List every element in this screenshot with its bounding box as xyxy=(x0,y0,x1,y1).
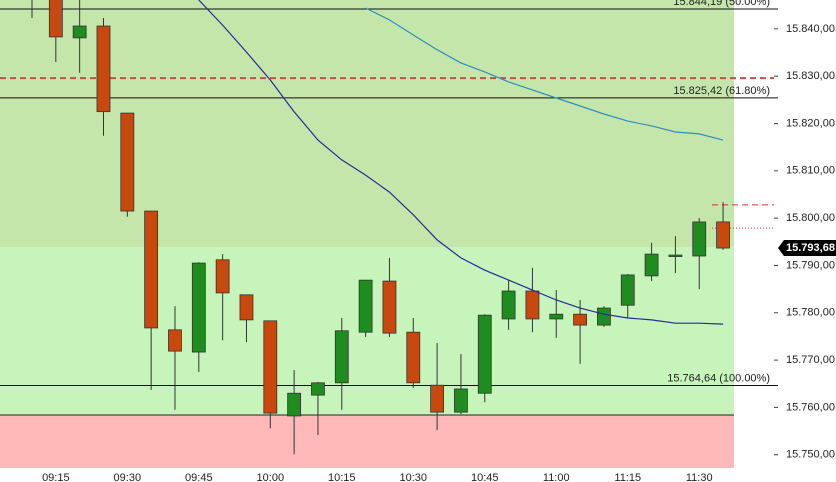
candle-body xyxy=(239,294,254,321)
y-tick-label: 15.830,00 xyxy=(786,70,835,82)
candle-body xyxy=(525,290,540,320)
y-tick-label: 15.780,00 xyxy=(786,307,835,319)
x-axis-background xyxy=(0,468,734,482)
y-tick-label: 15.770,00 xyxy=(786,354,835,366)
candle-body xyxy=(430,384,445,413)
candle-body xyxy=(334,330,349,384)
candle-body xyxy=(573,313,587,326)
y-tick-label: 15.760,00 xyxy=(786,401,835,413)
candle-body xyxy=(48,0,63,38)
candle-body xyxy=(191,262,206,353)
price-tag xyxy=(778,240,836,257)
y-tick-label: 15.820,00 xyxy=(786,117,835,129)
y-tick-label: 15.750,00 xyxy=(786,449,835,461)
level-label: 15.764,64 (100.00%) xyxy=(667,372,770,384)
candle-body xyxy=(668,254,683,257)
candle-body xyxy=(597,307,611,326)
x-tick-label: 10:00 xyxy=(257,472,285,482)
candle-body xyxy=(716,221,730,249)
x-tick-label: 09:30 xyxy=(114,472,142,482)
candle-body xyxy=(477,314,492,394)
candle-body xyxy=(454,388,468,413)
y-tick-label: 15.800,00 xyxy=(786,212,835,224)
y-tick-label: 15.840,00 xyxy=(786,23,835,35)
candle-body xyxy=(72,25,87,39)
y-tick-label: 15.790,00 xyxy=(786,259,835,271)
level-label: 15.844,19 (50.00%) xyxy=(673,0,770,8)
candle-body xyxy=(287,392,302,417)
candle-body xyxy=(406,331,421,384)
candle-body xyxy=(263,320,278,414)
x-tick-label: 11:15 xyxy=(614,472,641,482)
candle-body xyxy=(382,280,397,334)
candle-body xyxy=(358,279,373,333)
moving-average xyxy=(198,0,724,325)
candle-body xyxy=(549,313,564,320)
x-tick-label: 11:00 xyxy=(543,472,570,482)
candle-body xyxy=(168,329,182,352)
plot-area xyxy=(0,0,778,455)
x-tick-label: 09:15 xyxy=(42,472,70,482)
price-tag-label: 15.793,68 xyxy=(786,242,835,254)
zone xyxy=(0,415,734,468)
moving-average xyxy=(365,7,724,141)
x-tick-label: 10:30 xyxy=(400,472,428,482)
candle-body xyxy=(96,25,111,113)
x-tick-label: 10:45 xyxy=(471,472,499,482)
candle-body xyxy=(144,210,159,329)
candle-body xyxy=(692,221,707,257)
level-label: 15.825,42 (61.80%) xyxy=(673,85,770,97)
candle-body xyxy=(120,112,135,212)
x-tick-label: 09:45 xyxy=(185,472,213,482)
candle-body xyxy=(620,274,635,306)
candle-body xyxy=(215,259,230,294)
candle-body xyxy=(501,290,516,320)
y-tick-label: 15.810,00 xyxy=(786,165,835,177)
candle-body xyxy=(644,253,659,277)
x-tick-label: 10:15 xyxy=(328,472,356,482)
axes: 15.750,00 15.760,00 15.770,00 15.780,00 15.7… xyxy=(42,0,836,482)
x-tick-label: 11:30 xyxy=(686,472,713,482)
candle-body xyxy=(311,382,325,396)
